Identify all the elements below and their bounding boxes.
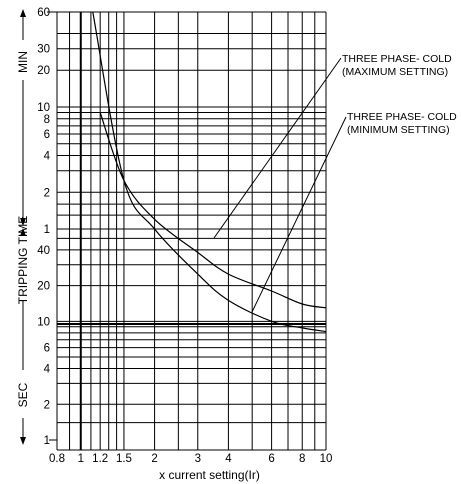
x-tick-label: 3	[195, 453, 201, 465]
x-tick-label: 6	[268, 453, 274, 465]
x-tick-label: 8	[299, 453, 305, 465]
leader-line-min	[251, 116, 347, 313]
y-tick-label-min: 2	[44, 187, 50, 199]
curve-maximum-setting	[99, 112, 327, 309]
annotations: THREE PHASE- COLD(MAXIMUM SETTING)THREE …	[213, 53, 457, 313]
y-tick-label-min: 8	[44, 114, 50, 126]
axis-arrowhead-sec-top	[20, 228, 26, 236]
x-tick-label: 2	[151, 453, 157, 465]
axis-arrowhead-top	[20, 9, 26, 17]
annotation-max-line1: THREE PHASE- COLD	[342, 53, 452, 65]
y-unit-sec: SEC	[16, 382, 30, 407]
y-tick-label-min: 10	[37, 102, 50, 114]
curve-minimum-setting	[92, 11, 327, 333]
x-tick-label: 1	[78, 453, 84, 465]
y-tick-label-min: 4	[44, 151, 51, 163]
x-tick-label: 10	[320, 453, 333, 465]
curves	[92, 11, 327, 333]
x-tick-label: 4	[225, 453, 232, 465]
y-tick-label-sec: 6	[44, 343, 50, 355]
grid-lines	[47, 11, 327, 451]
x-tick-label: 1.5	[116, 453, 132, 465]
y-tick-label-sec: 1	[44, 435, 50, 447]
x-tick-label: 1.2	[92, 453, 108, 465]
x-axis-label: x current setting(Ir)	[159, 468, 260, 482]
y-tick-label-sec: 20	[37, 281, 50, 293]
annotation-min-line1: THREE PHASE- COLD	[347, 111, 457, 123]
axis-arrowhead-sec	[20, 437, 26, 445]
y-tick-label-sec: 4	[44, 364, 51, 376]
y-tick-label-min: 20	[37, 65, 50, 77]
annotation-min-line2: (MINIMUM SETTING)	[347, 124, 450, 136]
y-tick-label-min: 1	[44, 224, 50, 236]
y-tick-label-min: 60	[37, 7, 50, 19]
y-axis-label: TRIPPING TIME	[16, 216, 30, 304]
leader-line-max	[213, 57, 342, 239]
y-tick-label-min: 30	[37, 44, 50, 56]
y-tick-label-sec: 10	[37, 316, 50, 328]
y-unit-min: MIN	[16, 51, 30, 73]
y-tick-label-min: 6	[44, 129, 50, 141]
annotation-max-line2: (MAXIMUM SETTING)	[342, 66, 448, 78]
y-tick-label-sec: 2	[44, 399, 50, 411]
x-tick-label: 0.8	[49, 453, 65, 465]
axis-arrowhead-min	[20, 218, 26, 226]
y-tick-label-sec: 40	[37, 245, 50, 257]
